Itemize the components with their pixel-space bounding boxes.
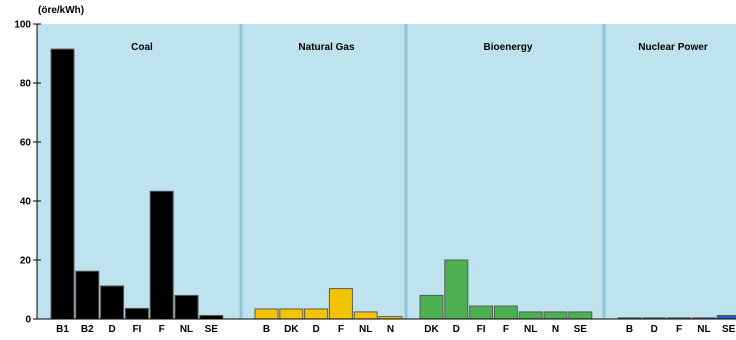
bar	[493, 305, 518, 320]
x-tick-label: FI	[132, 324, 141, 335]
bar	[419, 294, 444, 320]
bar	[328, 288, 353, 320]
x-tick-label: DK	[424, 324, 439, 335]
bar	[469, 305, 494, 320]
bar	[353, 311, 378, 320]
group-title: Natural Gas	[298, 42, 355, 53]
x-tick-label: FI	[477, 324, 486, 335]
group-title: Coal	[131, 42, 153, 53]
x-tick-label: D	[651, 324, 658, 335]
x-tick-labels: B1 B2 D FI F NL SE B DK D F NL N DK D FI F NL N SE B D F NL SE	[56, 324, 736, 335]
group-dividers	[239, 24, 606, 319]
y-tick-label: 40	[20, 197, 32, 208]
x-tick-label: F	[676, 324, 682, 335]
x-tick-label: SE	[722, 324, 736, 335]
bar	[568, 311, 593, 320]
group-titles: Coal Natural Gas Bioenergy Nuclear Power	[131, 42, 708, 53]
bar	[100, 285, 125, 320]
x-tick-label: F	[338, 324, 344, 335]
y-tick-label: 100	[14, 20, 31, 31]
x-tick-label: D	[108, 324, 115, 335]
bar	[174, 294, 199, 320]
group-title: Nuclear Power	[638, 42, 708, 53]
x-tick-label: B	[626, 324, 633, 335]
x-tick-label: SE	[205, 324, 219, 335]
x-tick-label: F	[159, 324, 165, 335]
bar	[75, 270, 100, 320]
bar	[199, 314, 224, 320]
bar	[543, 311, 568, 320]
x-tick-label: B	[263, 324, 270, 335]
bar	[304, 308, 329, 320]
x-tick-label: N	[387, 324, 394, 335]
y-tick-label: 20	[20, 256, 32, 267]
bar	[124, 307, 149, 320]
plot-background	[37, 24, 736, 319]
x-tick-label: NL	[359, 324, 372, 335]
bar	[518, 311, 543, 320]
group-title: Bioenergy	[484, 42, 533, 53]
x-tick-label: NL	[180, 324, 193, 335]
x-tick-label: SE	[574, 324, 588, 335]
y-tick-label: 60	[20, 138, 32, 149]
y-axis-unit-label: (öre/kWh)	[38, 5, 84, 16]
bar	[716, 314, 736, 320]
bar	[149, 190, 174, 320]
bar	[50, 48, 75, 320]
bar	[444, 259, 469, 320]
y-tick-label: 80	[20, 79, 32, 90]
x-tick-label: DK	[284, 324, 299, 335]
x-tick-label: B2	[81, 324, 94, 335]
x-tick-label: B1	[56, 324, 69, 335]
x-tick-label: D	[453, 324, 460, 335]
x-tick-label: NL	[524, 324, 537, 335]
x-tick-label: D	[312, 324, 319, 335]
bar	[254, 308, 279, 320]
x-tick-label: N	[552, 324, 559, 335]
y-tick-label: 0	[25, 315, 31, 326]
x-tick-label: F	[503, 324, 509, 335]
x-tick-label: NL	[697, 324, 710, 335]
y-axis: 0 20 40 60 80 100	[14, 20, 736, 326]
bar	[279, 308, 304, 320]
